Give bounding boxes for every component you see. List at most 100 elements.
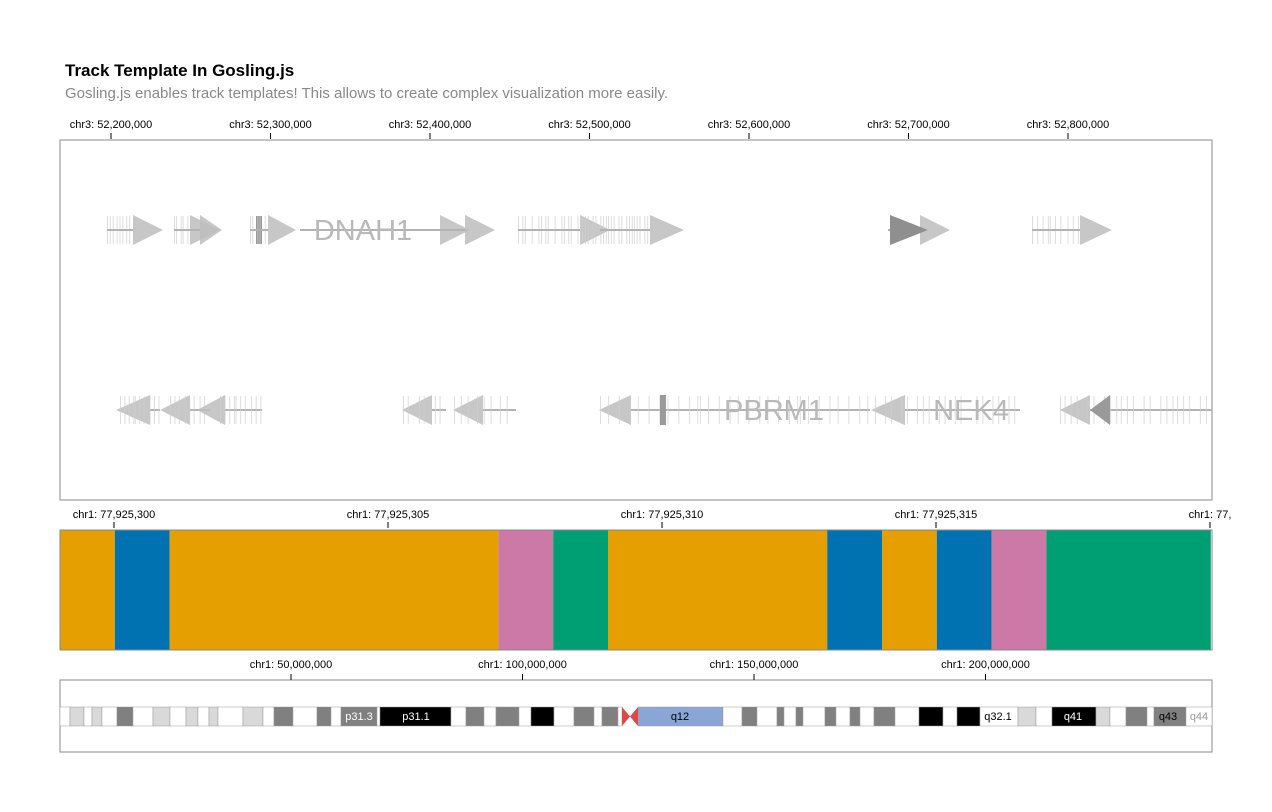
exon <box>255 396 257 424</box>
ideogram-band <box>802 706 826 727</box>
exon <box>592 216 594 244</box>
ideogram-band <box>483 706 497 727</box>
gene-arrow-left-dark <box>1090 395 1110 425</box>
gene-arrow-left <box>116 395 150 425</box>
ideogram-band <box>859 706 875 727</box>
exon <box>748 396 750 424</box>
gene-arrow-right <box>465 215 495 245</box>
exon <box>859 396 861 424</box>
exon <box>917 396 919 424</box>
sequence-base <box>169 530 499 650</box>
exon <box>944 396 946 424</box>
ideogram-band <box>835 706 851 727</box>
gene-arrow-left <box>599 395 631 425</box>
ideogram-band <box>116 706 134 727</box>
exon <box>120 396 121 424</box>
sequence-axis-tick-label: chr1: 77,925,310 <box>621 509 704 521</box>
exon <box>133 396 135 424</box>
gene-arrow-right <box>268 215 296 245</box>
ideogram-band <box>1185 706 1213 727</box>
centromere-right <box>630 707 638 726</box>
exon <box>193 396 195 424</box>
sequence-base <box>60 530 115 650</box>
ideogram-band <box>795 706 804 727</box>
ideogram-band <box>208 706 219 727</box>
gene-arrow-right <box>920 215 950 245</box>
gene-axis-tick-label: chr3: 52,600,000 <box>708 119 791 131</box>
exon <box>1120 396 1122 424</box>
ideogram-band-label: p31.3 <box>345 711 373 723</box>
sequence-base <box>991 530 1047 650</box>
exon <box>829 396 831 424</box>
exon <box>407 396 409 424</box>
ideogram-band <box>83 706 93 727</box>
sequence-base <box>1046 530 1211 650</box>
gene-axis-tick-label: chr3: 52,700,000 <box>867 119 950 131</box>
exon <box>618 396 620 424</box>
exon <box>139 396 141 424</box>
gene-arrow-left <box>197 395 225 425</box>
exon <box>759 396 761 424</box>
ideogram-band <box>824 706 837 727</box>
exon <box>240 396 242 424</box>
ideogram-band <box>873 706 896 727</box>
exon <box>595 216 597 244</box>
ideogram-band <box>217 706 244 727</box>
exon <box>1149 396 1151 424</box>
ideogram-band-label: q41 <box>1064 711 1082 723</box>
ideogram-band <box>132 706 154 727</box>
exon <box>584 216 586 244</box>
gene-arrow-right <box>1080 215 1112 245</box>
exon <box>1132 396 1134 424</box>
exon <box>1087 396 1089 424</box>
ideogram-band <box>1146 706 1155 727</box>
gene-axis-tick-label: chr3: 52,400,000 <box>389 119 472 131</box>
exon <box>158 396 160 424</box>
exon <box>901 396 903 424</box>
exon <box>454 396 455 424</box>
exon <box>938 396 940 424</box>
ideogram-band <box>59 706 71 727</box>
gene-label: NEK4 <box>933 395 1009 427</box>
ideogram-band <box>69 706 85 727</box>
ideogram-band <box>783 706 797 727</box>
page-title: Track Template In Gosling.js <box>65 61 295 80</box>
exon <box>224 396 226 424</box>
sequence-base <box>608 530 828 650</box>
ideogram-band <box>530 706 555 727</box>
gene-track-frame <box>59 139 1213 501</box>
exon <box>434 396 436 424</box>
exon <box>1008 396 1010 424</box>
exon <box>1126 396 1128 424</box>
gene-annotations: DNAH1 PBRM1 NEK4 <box>107 215 1212 427</box>
sequence-base <box>498 530 554 650</box>
ideogram-band <box>918 706 944 727</box>
gene-arrow-left <box>871 395 905 425</box>
exon <box>134 396 136 424</box>
ideogram-band <box>942 706 958 727</box>
ideogram-band <box>101 706 118 727</box>
exon <box>875 396 876 424</box>
exon <box>1166 396 1168 424</box>
ideogram-band <box>152 706 171 727</box>
ideogram-band <box>956 706 981 727</box>
ideogram-band <box>495 706 520 727</box>
ideogram-band <box>722 706 743 727</box>
ideogram-band <box>553 706 575 727</box>
ideogram-band <box>316 706 332 727</box>
exon <box>778 396 780 424</box>
ideogram-band <box>376 706 381 727</box>
exon <box>629 396 631 424</box>
sequence-axis-tick-label: chr1: 77,925,305 <box>347 509 430 521</box>
sequence-base <box>936 530 992 650</box>
exon <box>483 396 485 424</box>
exon <box>697 396 699 424</box>
exon <box>1199 396 1201 424</box>
exon <box>954 396 956 424</box>
exon <box>467 396 469 424</box>
ideogram-band-label: q32.1 <box>984 711 1012 723</box>
exon <box>708 396 709 424</box>
ideogram-band <box>1017 706 1037 727</box>
exon <box>229 396 231 424</box>
